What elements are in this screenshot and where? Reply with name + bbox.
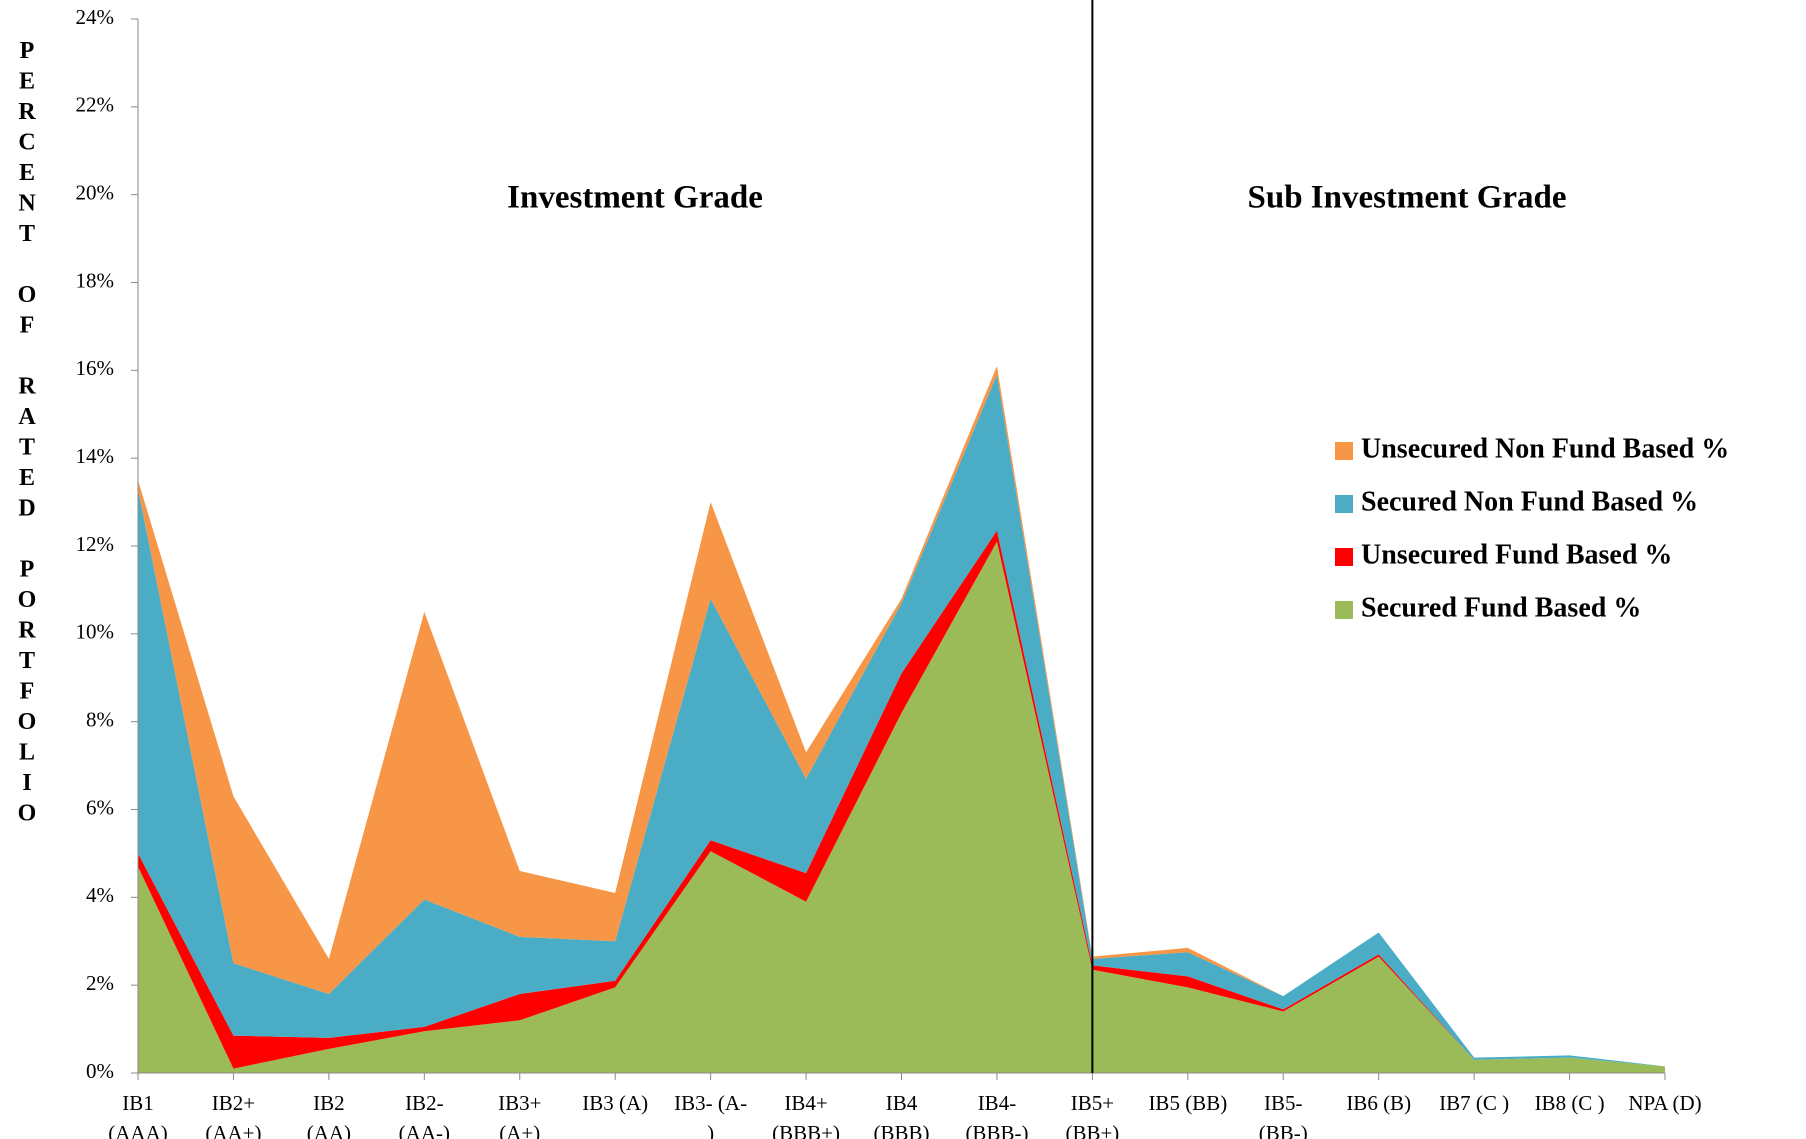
y-tick-label: 12% — [76, 532, 115, 556]
y-tick-label: 18% — [76, 268, 115, 292]
annotation: Sub Investment Grade — [1247, 180, 1566, 216]
area — [138, 541, 1665, 1073]
x-tick-label: IB2+ (AA+) — [205, 1091, 261, 1139]
legend-swatch — [1335, 548, 1353, 566]
y-tick-label: 22% — [76, 93, 115, 117]
legend-swatch — [1335, 442, 1353, 460]
legend-swatch — [1335, 601, 1353, 619]
x-tick-label: IB8 (C ) — [1535, 1091, 1605, 1115]
y-tick-label: 0% — [86, 1059, 114, 1083]
x-tick-label: IB4+ (BBB+) — [772, 1091, 840, 1139]
y-tick-label: 6% — [86, 795, 114, 819]
y-tick-label: 4% — [86, 883, 114, 907]
legend-swatch — [1335, 495, 1353, 513]
x-tick-label: IB3- (A-) — [674, 1091, 747, 1139]
x-tick-label: IB2 (AA) — [307, 1091, 351, 1139]
x-tick-label: IB6 (B) — [1346, 1091, 1411, 1115]
legend-label: Secured Non Fund Based % — [1361, 486, 1698, 517]
x-tick-label: IB7 (C ) — [1439, 1091, 1509, 1115]
x-tick-label: IB3 (A) — [582, 1091, 648, 1115]
y-tick-label: 20% — [76, 180, 115, 204]
x-tick-label: IB2-(AA-) — [399, 1091, 450, 1139]
annotation: Investment Grade — [507, 180, 763, 216]
y-tick-label: 14% — [76, 444, 115, 468]
area — [138, 374, 1665, 1067]
y-tick-label: 10% — [76, 620, 115, 644]
x-tick-label: IB5 (BB) — [1148, 1091, 1227, 1115]
y-tick-label: 8% — [86, 707, 114, 731]
area — [138, 365, 1665, 1067]
legend-label: Secured Fund Based % — [1361, 592, 1641, 623]
y-tick-label: 2% — [86, 971, 114, 995]
x-tick-label: IB4-(BBB-) — [965, 1091, 1028, 1139]
legend-label: Unsecured Non Fund Based % — [1361, 433, 1729, 464]
legend-label: Unsecured Fund Based % — [1361, 539, 1672, 570]
x-tick-label: IB3+ (A+) — [498, 1091, 541, 1139]
x-tick-label: IB4 (BBB) — [873, 1091, 929, 1139]
x-tick-label: IB5+ (BB+) — [1065, 1091, 1119, 1139]
x-tick-label: IB1 (AAA) — [108, 1091, 167, 1139]
x-tick-label: NPA (D) — [1628, 1091, 1701, 1115]
y-tick-label: 16% — [76, 356, 115, 380]
y-tick-label: 24% — [76, 5, 115, 29]
x-tick-label: IB5-(BB-) — [1259, 1091, 1308, 1139]
